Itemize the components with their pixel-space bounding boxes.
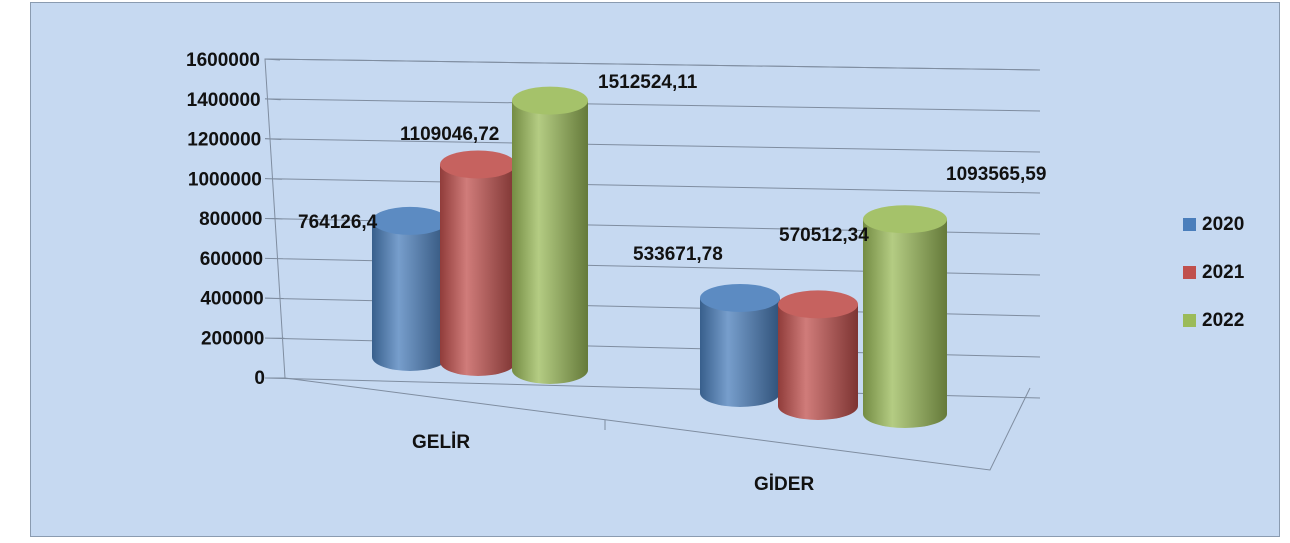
data-label: 1109046,72 [400,124,499,145]
bar-top [512,86,588,115]
gridline [264,98,1041,112]
data-labels: 764126,4 1109046,72 1512524,11 533671,78 570… [298,72,1046,265]
y-tick-label: 1200000 [187,130,261,151]
category-labels: GELİR GİDER [412,432,814,495]
bar-body [863,219,947,428]
bar-geli̇r-2020 [372,206,448,371]
data-label: 1512524,11 [598,72,698,93]
y-tick-label: 1600000 [186,50,260,71]
bar-gi̇der-2020 [700,283,780,407]
bar-body [700,297,780,407]
y-tick-label: 800000 [199,209,262,230]
y-tick-label: 400000 [200,289,263,310]
bar-top [778,290,858,319]
bar-top [700,283,780,312]
y-tick-label: 0 [254,368,265,389]
legend-swatch [1183,218,1196,231]
data-label: 533671,78 [633,244,723,265]
legend-swatch [1183,314,1196,327]
legend-label: 2021 [1202,262,1245,283]
y-tick-label: 200000 [201,328,264,349]
y-tick-label: 1400000 [187,90,261,111]
category-label: GİDER [754,474,814,495]
bar-top [863,205,947,234]
gridline [264,138,1041,153]
floor-edge [284,377,1031,471]
bar-body [440,164,516,376]
category-label: GELİR [412,432,470,453]
bar-gi̇der-2022 [863,205,947,428]
y-tick-label: 600000 [200,249,263,270]
bar-body [778,304,858,420]
gridline [264,178,1041,194]
bar-body [512,100,588,385]
bar-body [372,220,448,371]
bar-top [440,150,516,179]
bar-gi̇der-2021 [778,290,858,420]
gridline [264,218,1041,235]
legend-label: 2022 [1202,310,1244,331]
legend: 2020 2021 2022 [1183,214,1245,331]
bars [372,86,947,428]
legend-label: 2020 [1202,214,1244,235]
bar-geli̇r-2022 [512,86,588,385]
data-label: 1093565,59 [946,164,1046,185]
bar-geli̇r-2021 [440,150,516,376]
gridline [264,58,1041,71]
data-label: 570512,34 [779,225,869,246]
y-axis-ticks: 0 200000 400000 600000 800000 1000000 1200000 1… [186,50,265,389]
bar-top [372,206,448,235]
legend-swatch [1183,266,1196,279]
gridline [264,257,1041,276]
chart-area [30,2,1280,537]
data-label: 764126,4 [298,212,378,233]
y-tick-label: 1000000 [188,169,262,190]
